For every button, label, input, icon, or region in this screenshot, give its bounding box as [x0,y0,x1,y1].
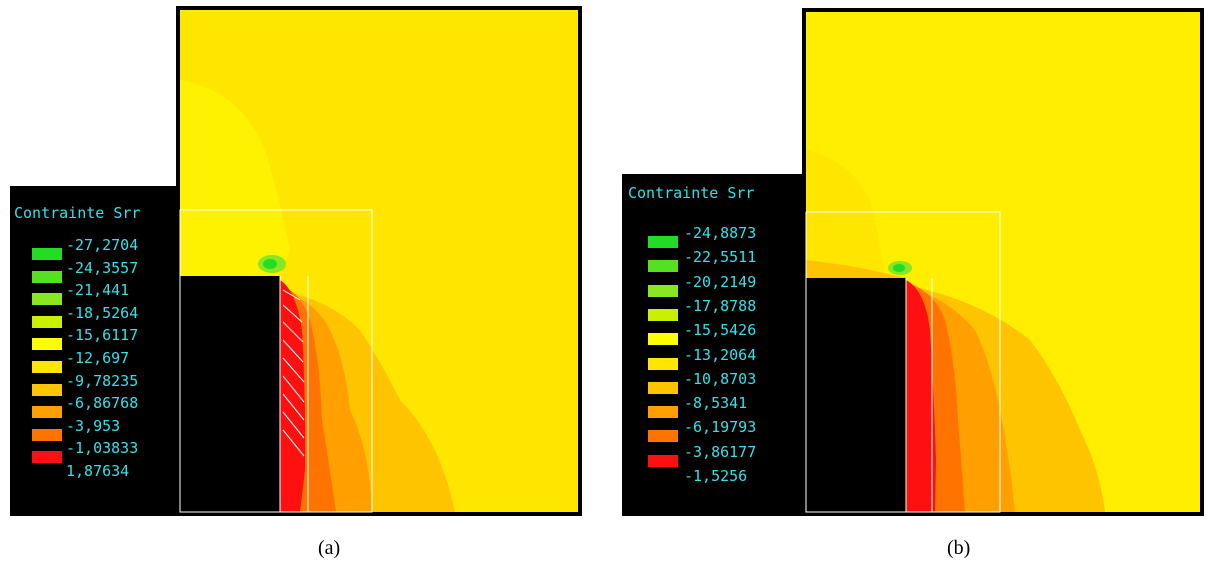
legend-swatch [32,406,62,419]
legend-value: -15,5426 [684,321,757,340]
legend-value: -15,6117 [66,326,139,345]
legend-value: -13,2064 [684,345,757,364]
legend-swatch [648,454,678,467]
legend-value: -8,5341 [684,394,748,413]
legend-swatch [32,428,62,441]
legend-value: -3,86177 [684,442,757,461]
legend-swatch [32,248,62,260]
panel-b-zone-red [906,280,936,512]
legend-value: -6,19793 [684,418,757,437]
panel-a-zone-light [180,80,290,276]
panel-b-hotspot-core [893,264,905,272]
legend-value: -1,5256 [684,467,748,485]
legend-swatch [32,293,62,306]
panel-b-caption: (b) [947,537,971,559]
legend-value: -20,2149 [684,272,757,291]
panel-a-hatching [282,289,305,457]
legend-value: -18,5264 [66,303,139,322]
legend-swatch [648,381,678,394]
panel-a-legend-title: Contrainte Srr [14,204,141,222]
legend-value: -17,8788 [684,296,757,315]
legend-value: -10,8703 [684,369,757,388]
legend-swatch [32,361,62,373]
legend-swatch [648,236,678,248]
legend-swatch [648,406,678,419]
panel-b-guide-rect [805,211,1001,513]
legend-value: -6,86768 [66,394,139,413]
legend-swatch [648,308,678,321]
legend-swatch [648,357,678,370]
panel-a-caption: (a) [318,537,341,559]
panel-b-legend-title: Contrainte Srr [628,184,755,202]
legend-swatch [32,451,62,464]
panel-b-zone-light [806,150,885,278]
panel-b-zone-strip [806,260,906,278]
legend-value: -22,5511 [684,248,757,267]
legend-value: -27,2704 [66,236,139,254]
legend-swatch [648,284,678,297]
legend-swatch [648,260,678,273]
legend-swatch [32,270,62,283]
legend-value: -12,697 [66,349,130,367]
legend-swatch [32,315,62,328]
legend-value: -24,8873 [684,224,757,242]
legend-value: 1,87634 [66,462,130,480]
legend-value: -1,03833 [66,439,139,458]
legend-value: -24,3557 [66,258,139,277]
legend-swatch [32,383,62,396]
legend-swatch [648,333,678,346]
legend-swatch [648,430,678,443]
legend-swatch [32,338,62,351]
legend-value: -3,953 [66,416,121,435]
panel-a-guide-rect [179,209,373,513]
panel-a-hotspot-core [263,259,277,269]
legend-value: -21,441 [66,281,130,300]
legend-value: -9,78235 [66,371,139,390]
